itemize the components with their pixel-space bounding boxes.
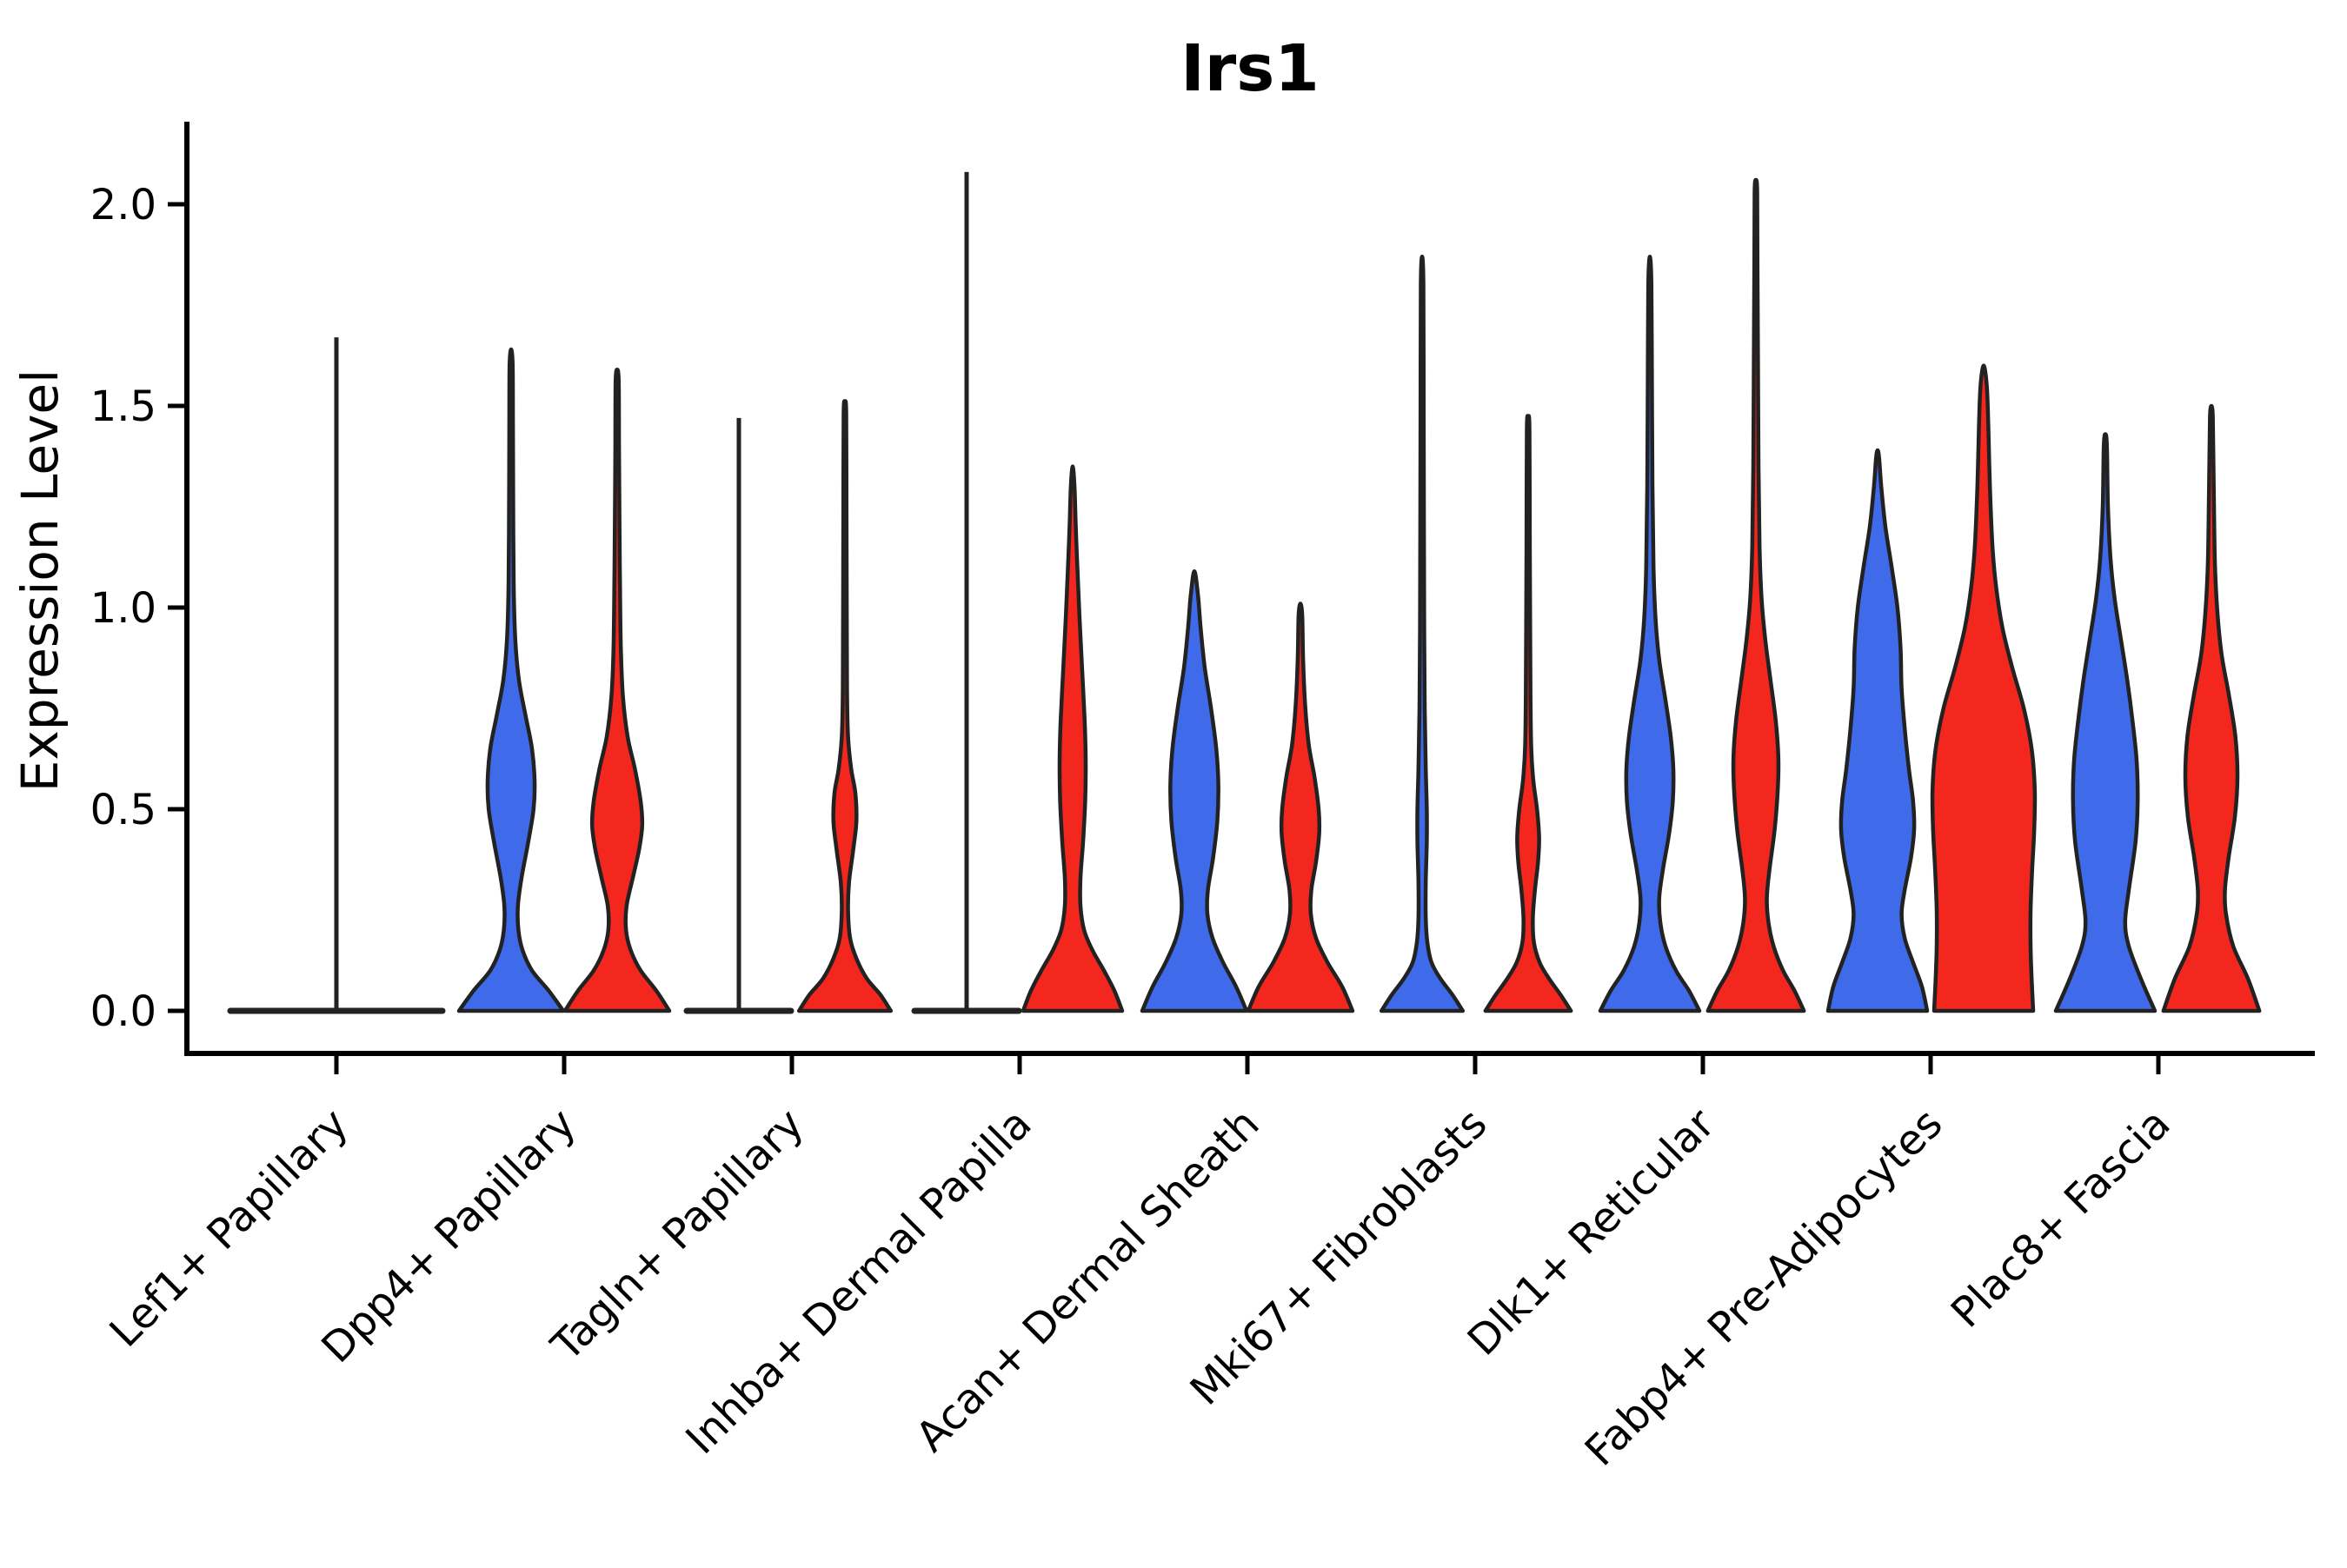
violin-tagln-papillary-red xyxy=(796,399,894,1013)
violin-dpp4-papillary-red xyxy=(562,367,672,1013)
axes-layer xyxy=(168,122,2315,1074)
violin-inhba-dermal-papilla-red xyxy=(1021,464,1125,1013)
violin-fabp4-pre-adipocytes-red xyxy=(1930,363,2038,1013)
x-tick-label-2: Dpp4+ Papillary xyxy=(312,1100,585,1372)
y-tick-label: 0.5 xyxy=(90,786,156,834)
chart-title: Irs1 xyxy=(1180,31,1320,106)
x-tick-label-1: Lef1+ Papillary xyxy=(101,1100,358,1357)
violin-dlk1-reticular-blue xyxy=(1598,255,1702,1013)
x-tick-label-3: Tagln+ Papillary xyxy=(542,1100,813,1371)
violin-acan-dermal-sheath-red xyxy=(1246,601,1355,1013)
violin-fabp4-pre-adipocytes-blue xyxy=(1825,448,1930,1013)
violin-mki67-fibroblasts-blue xyxy=(1379,255,1466,1013)
x-tick-label-9: Plac8+ Fascia xyxy=(1942,1100,2180,1338)
y-axis-label: Expression Level xyxy=(10,369,70,792)
violin-plac8-fascia-red xyxy=(2161,403,2262,1013)
y-tick-label: 1.5 xyxy=(90,382,156,431)
violin-plac8-fascia-blue xyxy=(2053,432,2158,1013)
y-tick-label: 1.0 xyxy=(90,584,156,633)
y-tick-label: 0.0 xyxy=(90,987,156,1036)
violin-layer xyxy=(227,171,2262,1014)
violin-acan-dermal-sheath-blue xyxy=(1140,568,1249,1013)
violin-dpp4-papillary-blue xyxy=(456,347,566,1013)
x-tick-label-7: Dlk1+ Reticular xyxy=(1459,1100,1725,1365)
violin-dlk1-reticular-red xyxy=(1705,177,1806,1013)
y-tick-label: 2.0 xyxy=(90,181,156,229)
violin-mki67-fibroblasts-red xyxy=(1483,414,1573,1013)
